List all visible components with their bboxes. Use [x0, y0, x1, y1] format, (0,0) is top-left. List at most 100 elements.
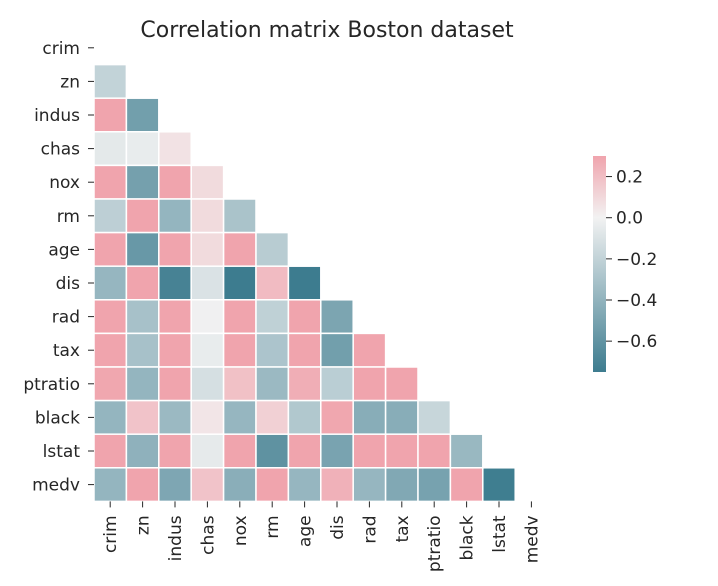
heatmap-cell-nox-indus: [158, 164, 192, 200]
heatmap-cell-medv-rm: [255, 467, 290, 503]
heatmap-cell-zn-crim: [93, 63, 128, 99]
heatmap-cell-ptratio-age: [287, 366, 322, 402]
heatmap-cell-medv-zn: [125, 467, 160, 503]
colorbar-gradient: [593, 156, 606, 372]
heatmap-cell-tax-nox: [222, 332, 257, 368]
y-tick-label-rm: rm: [57, 207, 80, 227]
heatmap-cell-tax-chas: [190, 332, 225, 368]
heatmap-cell-black-chas: [190, 399, 225, 435]
heatmap-cell-rad-dis: [320, 299, 354, 335]
y-tick-label-rad: rad: [52, 308, 80, 328]
heatmap-cell-ptratio-indus: [158, 366, 192, 402]
heatmap-cell-indus-zn: [125, 97, 160, 133]
heatmap-cell-lstat-rm: [255, 433, 290, 469]
heatmap-cell-chas-zn: [125, 131, 160, 167]
colorbar: 0.2 0.0 −0.2 −0.4 −0.6: [593, 156, 657, 372]
heatmap-cell-lstat-tax: [384, 433, 419, 469]
heatmap-cell-age-zn: [125, 231, 160, 267]
x-tick-label-rm: rm: [263, 515, 283, 538]
heatmap-cell-lstat-zn: [125, 433, 160, 469]
heatmap-cell-medv-rad: [352, 467, 387, 503]
heatmap-cell-medv-lstat: [482, 467, 516, 503]
y-tick-label-indus: indus: [34, 106, 80, 126]
heatmap-cell-medv-crim: [93, 467, 128, 503]
heatmap-cell-lstat-rad: [352, 433, 387, 469]
chart-title: Correlation matrix Boston dataset: [140, 18, 514, 43]
heatmap-cell-tax-age: [287, 332, 322, 368]
colorbar-tick-label: −0.4: [616, 291, 657, 311]
x-tick-label-lstat: lstat: [490, 515, 510, 553]
heatmap-cell-medv-black: [449, 467, 484, 503]
x-tick-label-zn: zn: [134, 515, 154, 535]
y-axis-ticks: crim zn indus chas nox rm age dis rad tax ptratio b…: [23, 39, 94, 496]
heatmap-cell-age-indus: [158, 231, 192, 267]
heatmap-cell-ptratio-dis: [320, 366, 354, 402]
heatmap-cell-nox-chas: [190, 164, 225, 200]
y-tick-label-tax: tax: [53, 341, 80, 361]
heatmap-cell-nox-crim: [93, 164, 128, 200]
y-tick-label-crim: crim: [42, 39, 80, 59]
heatmap-cell-lstat-indus: [158, 433, 192, 469]
heatmap-cell-tax-dis: [320, 332, 354, 368]
heatmap-cell-tax-crim: [93, 332, 128, 368]
heatmap-cell-tax-rad: [352, 332, 387, 368]
heatmap-cell-dis-indus: [158, 265, 192, 301]
y-tick-label-zn: zn: [60, 72, 80, 92]
heatmap-cell-medv-age: [287, 467, 322, 503]
heatmap-cell-ptratio-crim: [93, 366, 128, 402]
heatmap-cell-dis-nox: [222, 265, 257, 301]
y-tick-label-medv: medv: [32, 476, 80, 496]
x-tick-label-age: age: [296, 515, 316, 547]
heatmap-cell-black-crim: [93, 399, 128, 435]
y-tick-label-lstat: lstat: [43, 442, 81, 462]
heatmap-cell-dis-crim: [93, 265, 128, 301]
colorbar-tick-label: −0.2: [616, 250, 657, 270]
heatmap-cell-nox-zn: [125, 164, 160, 200]
heatmap-cell-dis-age: [287, 265, 322, 301]
heatmap-cell-lstat-dis: [320, 433, 354, 469]
heatmap-cell-rad-chas: [190, 299, 225, 335]
heatmap-cell-rm-crim: [93, 198, 128, 234]
heatmap-cell-rm-indus: [158, 198, 192, 234]
heatmap-cell-lstat-age: [287, 433, 322, 469]
heatmap-cell-ptratio-rad: [352, 366, 387, 402]
heatmap-cell-rad-nox: [222, 299, 257, 335]
heatmap-cell-lstat-crim: [93, 433, 128, 469]
x-tick-label-tax: tax: [393, 515, 413, 542]
heatmap-cell-black-nox: [222, 399, 257, 435]
heatmap-cell-black-tax: [384, 399, 419, 435]
heatmap-cell-tax-indus: [158, 332, 192, 368]
heatmap-cell-age-rm: [255, 231, 290, 267]
x-tick-label-chas: chas: [198, 515, 218, 555]
heatmap-cell-rad-zn: [125, 299, 160, 335]
colorbar-tick-label: 0.0: [616, 209, 643, 229]
heatmap-cell-ptratio-chas: [190, 366, 225, 402]
heatmap-cell-lstat-nox: [222, 433, 257, 469]
colorbar-tick-label: 0.2: [616, 168, 643, 188]
x-tick-label-dis: dis: [328, 515, 348, 540]
heatmap-cell-age-crim: [93, 231, 128, 267]
heatmap-cell-age-chas: [190, 231, 225, 267]
heatmap-cell-medv-dis: [320, 467, 354, 503]
heatmap-cell-lstat-chas: [190, 433, 225, 469]
heatmap-cell-ptratio-tax: [384, 366, 419, 402]
heatmap-cell-medv-indus: [158, 467, 192, 503]
y-tick-label-black: black: [35, 408, 80, 428]
x-tick-label-medv: medv: [522, 515, 542, 563]
x-tick-label-ptratio: ptratio: [425, 515, 445, 572]
heatmap-cell-rad-indus: [158, 299, 192, 335]
heatmap-cell-lstat-ptratio: [417, 433, 452, 469]
heatmap-cell-black-rad: [352, 399, 387, 435]
heatmap-cell-black-indus: [158, 399, 192, 435]
heatmap-cell-tax-zn: [125, 332, 160, 368]
heatmap-cell-medv-nox: [222, 467, 257, 503]
heatmap-cell-rad-crim: [93, 299, 128, 335]
heatmap-cell-ptratio-rm: [255, 366, 290, 402]
x-tick-label-rad: rad: [360, 515, 380, 543]
heatmap-cell-chas-crim: [93, 131, 128, 167]
heatmap-cell-rm-zn: [125, 198, 160, 234]
heatmap-cell-chas-indus: [158, 131, 192, 167]
heatmap-cell-black-rm: [255, 399, 290, 435]
x-axis-ticks: crim zn indus chas nox rm age dis rad tax ptratio b…: [101, 501, 542, 572]
